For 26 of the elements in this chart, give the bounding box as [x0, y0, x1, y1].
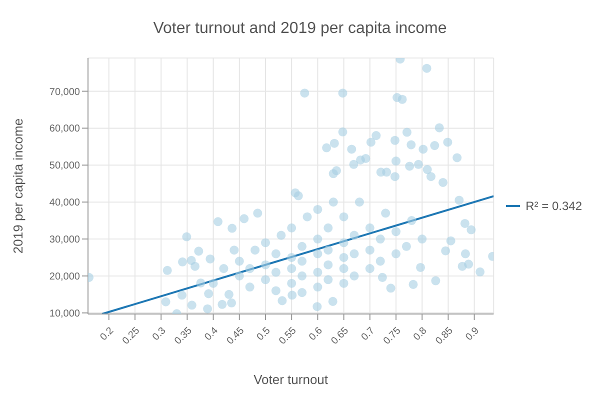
x-tick-label: 0.65 — [329, 325, 352, 347]
x-tick-label: 0.2 — [98, 325, 116, 343]
y-tick-label: 30,000 — [49, 234, 80, 246]
x-tick-label: 0.45 — [224, 325, 247, 347]
legend-label: R² = 0.342 — [526, 199, 582, 213]
y-tick-label: 50,000 — [49, 160, 80, 172]
x-tick-label: 0.7 — [359, 325, 378, 343]
x-tick-label: 0.85 — [434, 325, 456, 347]
x-tick-label: 0.8 — [412, 325, 430, 343]
y-axis-title: 2019 per capita income — [10, 118, 26, 254]
x-tick-label: 0.55 — [277, 325, 300, 347]
x-tick-label: 0.9 — [464, 325, 482, 343]
x-tick-label: 0.25 — [120, 325, 142, 347]
y-tick-label: 20,000 — [49, 272, 80, 282]
x-tick-label: 0.35 — [172, 325, 195, 347]
x-tick-label: 0.6 — [307, 325, 326, 343]
y-tick-label: 70,000 — [49, 86, 80, 98]
x-tick-label: 0.5 — [255, 325, 273, 343]
y-tick-label: 60,000 — [49, 124, 80, 135]
x-tick-label: 0.3 — [150, 325, 169, 343]
y-tick-label: 40,000 — [49, 198, 80, 209]
y-tick-label: 10,000 — [49, 308, 80, 320]
chart-title: Voter turnout and 2019 per capita income — [152, 20, 448, 38]
x-tick-label: 0.4 — [202, 325, 221, 343]
x-axis-title: Voter turnout — [254, 372, 328, 387]
x-tick-label: 0.75 — [382, 325, 404, 347]
